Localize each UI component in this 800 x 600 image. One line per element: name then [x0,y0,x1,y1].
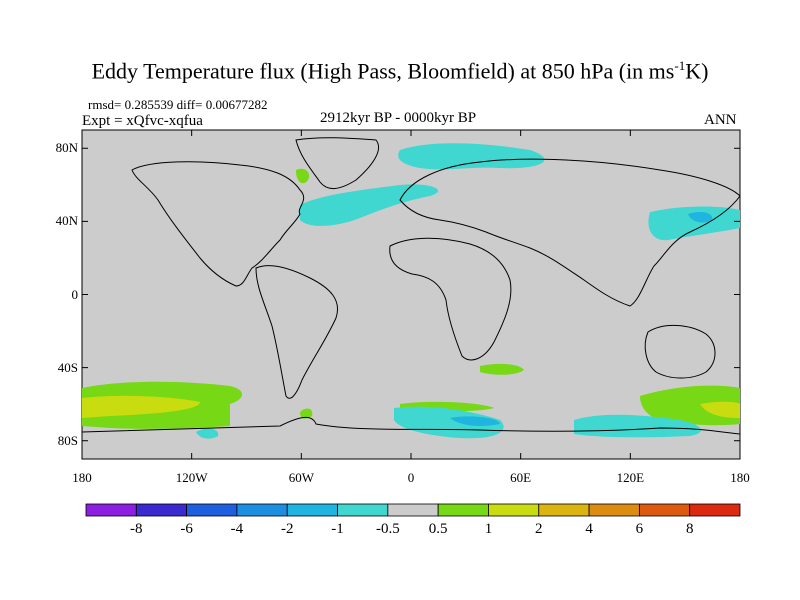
colorbar-swatch [85,503,137,517]
lon-label: 60W [288,470,314,485]
antarctica-coastline [81,417,741,435]
anomaly-fields [82,143,740,439]
north-pacific-cyan-region [648,206,740,241]
eurasia-coastline [399,158,741,307]
colorbar-label: 2 [535,521,543,537]
southern-ocean-yellow-region [700,401,740,418]
colorbar-swatch [689,503,741,517]
season-label: ANN [704,112,737,128]
figure-title: Eddy Temperature flux (High Pass, Bloomf… [91,58,709,84]
southern-ocean-cyan-region-3 [196,428,219,439]
colorbar-label: 6 [635,521,644,537]
colorbar-swatch [337,503,389,517]
period-label: 2912kyr BP - 0000kyr BP [320,110,477,126]
north-america-coastline [131,161,305,287]
lat-label: 80N [55,140,78,156]
colorbar-label: 4 [585,521,593,537]
colorbar-swatch [588,503,640,517]
coastlines [81,137,741,435]
greenland-sea-cyan-region [398,143,545,170]
greenland-coastline [295,137,379,189]
south-pacific-yellow-region [82,395,200,418]
colorbar-label: -1 [331,521,344,537]
colorbar-label: -4 [230,521,244,537]
lat-label: 40S [57,359,78,375]
lon-label: 120W [175,470,208,485]
colorbar-label: -8 [130,521,143,537]
lon-label: 60E [510,470,532,485]
colorbar-swatch [387,503,439,517]
colorbar-label: 0.5 [428,521,448,537]
colorbar-label: -0.5 [375,521,400,537]
north-pacific-blue-region [688,212,713,223]
colorbar-label: -2 [280,521,294,537]
south-america-coastline [255,265,338,399]
stats-label: rmsd= 0.285539 diff= 0.00677282 [88,97,268,112]
lat-label: 40N [55,213,78,229]
colorbar-swatch [186,503,238,517]
south-indian-green-region [480,363,524,375]
colorbar-label: -6 [180,521,193,537]
colorbar-swatch [236,503,288,517]
colorbar [85,503,741,517]
lon-label: 180 [730,470,750,485]
colorbar-swatch [538,503,590,517]
colorbar-swatch [135,503,188,517]
colorbar-label: 8 [685,521,694,537]
lon-label: 180 [72,470,92,485]
experiment-label: Expt = xQfvc-xqfua [82,113,203,129]
colorbar-label: 1 [484,521,493,537]
colorbar-swatch [286,503,338,517]
colorbar-swatch [638,503,691,517]
south-indian-east-green-region [640,385,740,426]
africa-coastline [389,237,512,361]
colorbar-swatch [488,503,540,517]
southern-ocean-cyan-region-2 [574,414,701,438]
lon-label: 120E [616,470,645,485]
longitude-ticks [81,130,741,459]
australia-coastline [644,325,716,379]
colorbar-swatch [437,503,489,517]
labrador-green-region [296,168,310,184]
lat-label: 0 [71,286,79,302]
antarctic-peninsula-green-region [300,408,313,419]
lat-label: 80S [57,432,78,448]
southern-ocean-blue-region [450,416,500,426]
lon-label: 0 [407,470,415,485]
latitude-ticks [82,147,740,442]
